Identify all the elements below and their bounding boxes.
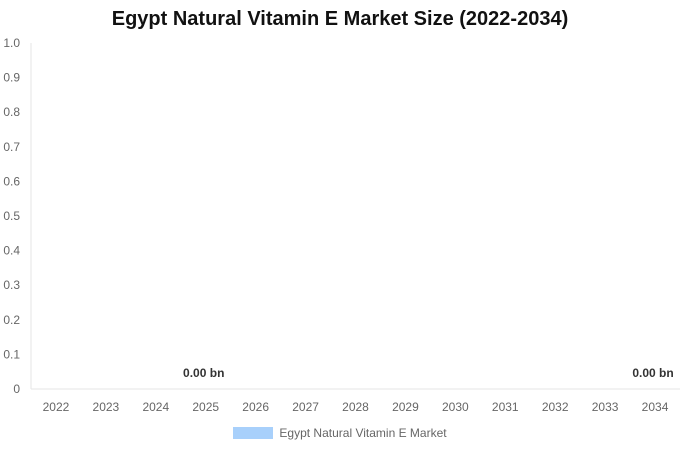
y-tick-label: 0.9 bbox=[3, 71, 20, 85]
x-tick-label: 2031 bbox=[492, 400, 519, 414]
x-tick-label: 2026 bbox=[242, 400, 269, 414]
y-tick-label: 0.1 bbox=[3, 347, 20, 361]
y-tick-label: 1.0 bbox=[3, 36, 20, 50]
x-tick-label: 2022 bbox=[43, 400, 70, 414]
y-tick-label: 0 bbox=[13, 382, 20, 396]
y-tick-label: 0.7 bbox=[3, 140, 20, 154]
y-tick-label: 0.6 bbox=[3, 174, 20, 188]
x-tick-label: 2030 bbox=[442, 400, 469, 414]
legend: Egypt Natural Vitamin E Market bbox=[0, 426, 680, 440]
legend-label: Egypt Natural Vitamin E Market bbox=[279, 426, 447, 440]
y-tick-label: 0.2 bbox=[3, 313, 20, 327]
y-tick-label: 0.8 bbox=[3, 105, 20, 119]
y-tick-label: 0.3 bbox=[3, 278, 20, 292]
x-tick-label: 2029 bbox=[392, 400, 419, 414]
x-tick-label: 2027 bbox=[292, 400, 319, 414]
x-tick-label: 2028 bbox=[342, 400, 369, 414]
legend-swatch bbox=[233, 427, 274, 439]
data-label: 0.00 bn bbox=[632, 366, 673, 380]
x-tick-label: 2033 bbox=[592, 400, 619, 414]
y-tick-label: 0.5 bbox=[3, 209, 20, 223]
x-tick-label: 2025 bbox=[192, 400, 219, 414]
data-label: 0.00 bn bbox=[183, 366, 224, 380]
chart-title: Egypt Natural Vitamin E Market Size (202… bbox=[111, 8, 569, 30]
x-tick-label: 2032 bbox=[542, 400, 569, 414]
x-tick-label: 2024 bbox=[142, 400, 169, 414]
x-tick-label: 2023 bbox=[93, 400, 120, 414]
x-tick-label: 2034 bbox=[642, 400, 669, 414]
y-tick-label: 0.4 bbox=[3, 244, 20, 258]
